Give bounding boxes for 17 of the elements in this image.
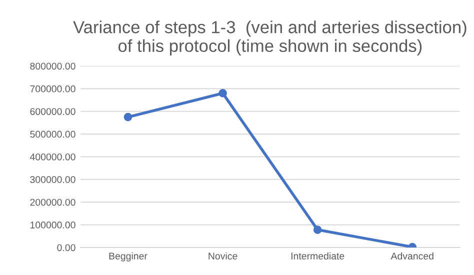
- y-tick-label: 100000.00: [30, 222, 76, 228]
- y-tick-label: 500000.00: [30, 130, 76, 138]
- y-tick-label: 400000.00: [30, 153, 76, 160]
- x-tick-label: Intermediate: [291, 252, 344, 260]
- chart-title: Variance of steps 1-3 (vein and arteries dissection) of this protocol (time shown in seconds): [73, 20, 466, 56]
- y-tick-label: 0.00: [57, 244, 76, 252]
- x-tick-label: Advanced: [390, 252, 434, 260]
- x-tick-label: Begginer: [109, 252, 148, 262]
- y-tick-label: 700000.00: [30, 85, 76, 92]
- point: [124, 112, 132, 122]
- y-tick-label: 800000.00: [30, 62, 76, 70]
- y-tick-label: 600000.00: [30, 108, 76, 115]
- y-tick-label: 200000.00: [30, 198, 76, 206]
- y-tick-label: 300000.00: [30, 176, 76, 184]
- x-tick-label: Novice: [208, 252, 238, 260]
- point: [313, 226, 322, 234]
- point: [218, 89, 227, 98]
